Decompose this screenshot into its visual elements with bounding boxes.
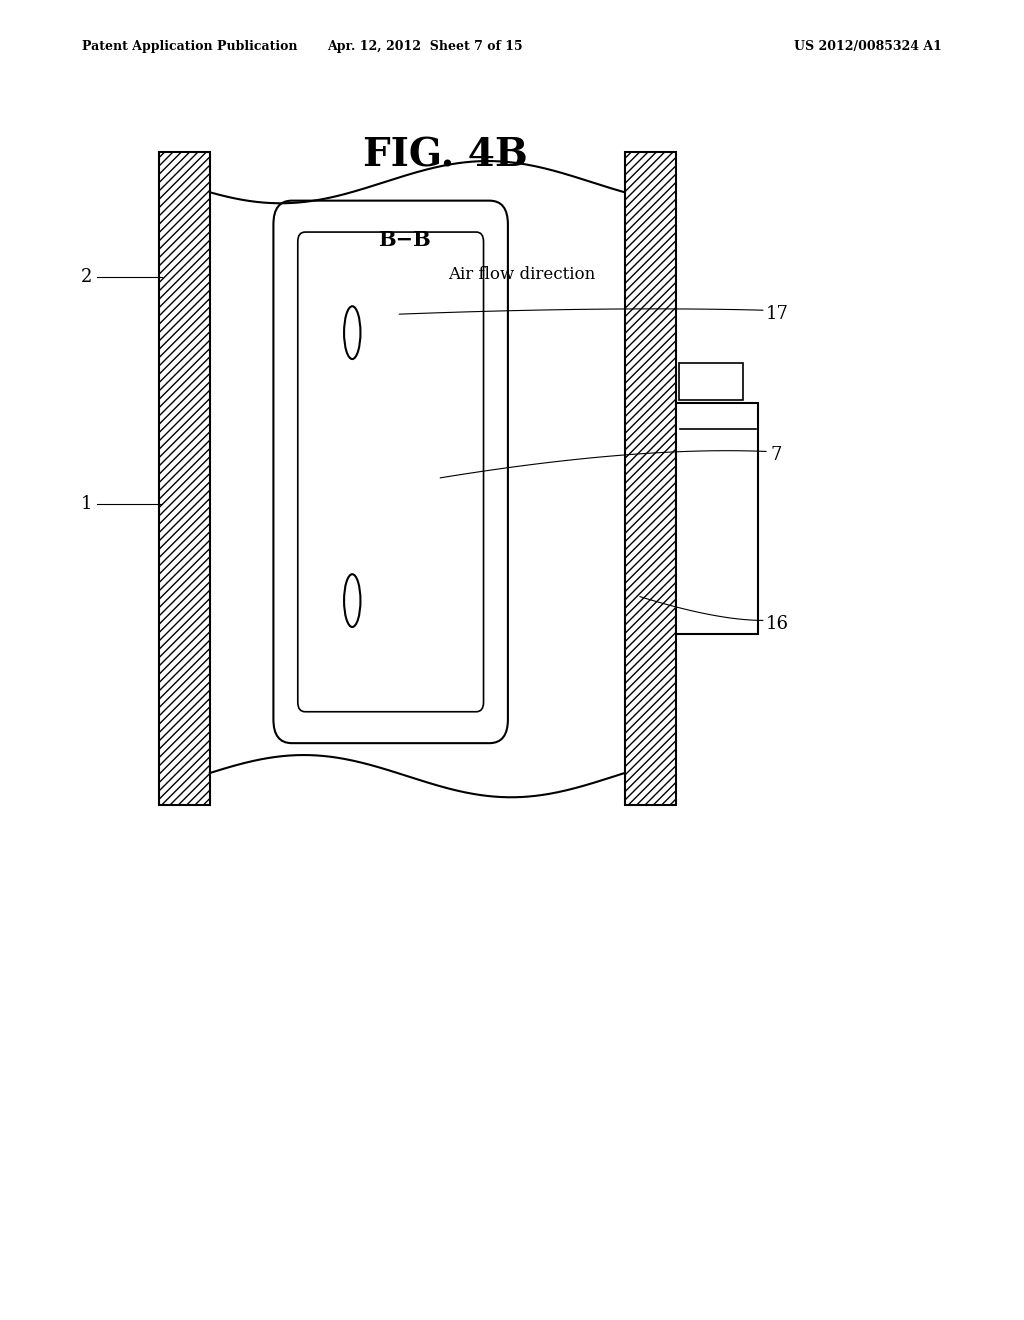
Ellipse shape	[344, 574, 360, 627]
FancyBboxPatch shape	[298, 232, 483, 711]
Polygon shape	[386, 271, 417, 363]
Text: Patent Application Publication: Patent Application Publication	[82, 40, 297, 53]
Bar	[679, 363, 743, 400]
Text: 17: 17	[766, 305, 788, 323]
Ellipse shape	[344, 306, 360, 359]
Bar	[625, 152, 676, 805]
Text: 7: 7	[770, 446, 781, 465]
Text: 16: 16	[766, 615, 788, 634]
Text: Air flow direction: Air flow direction	[449, 267, 596, 282]
Bar	[676, 403, 758, 634]
FancyBboxPatch shape	[273, 201, 508, 743]
Text: Apr. 12, 2012  Sheet 7 of 15: Apr. 12, 2012 Sheet 7 of 15	[327, 40, 523, 53]
Text: FIG. 4B: FIG. 4B	[364, 137, 527, 174]
Text: US 2012/0085324 A1: US 2012/0085324 A1	[794, 40, 941, 53]
Text: 2: 2	[81, 268, 92, 286]
Text: 1: 1	[81, 495, 92, 513]
Text: B−B: B−B	[378, 230, 431, 251]
Bar	[159, 152, 210, 805]
